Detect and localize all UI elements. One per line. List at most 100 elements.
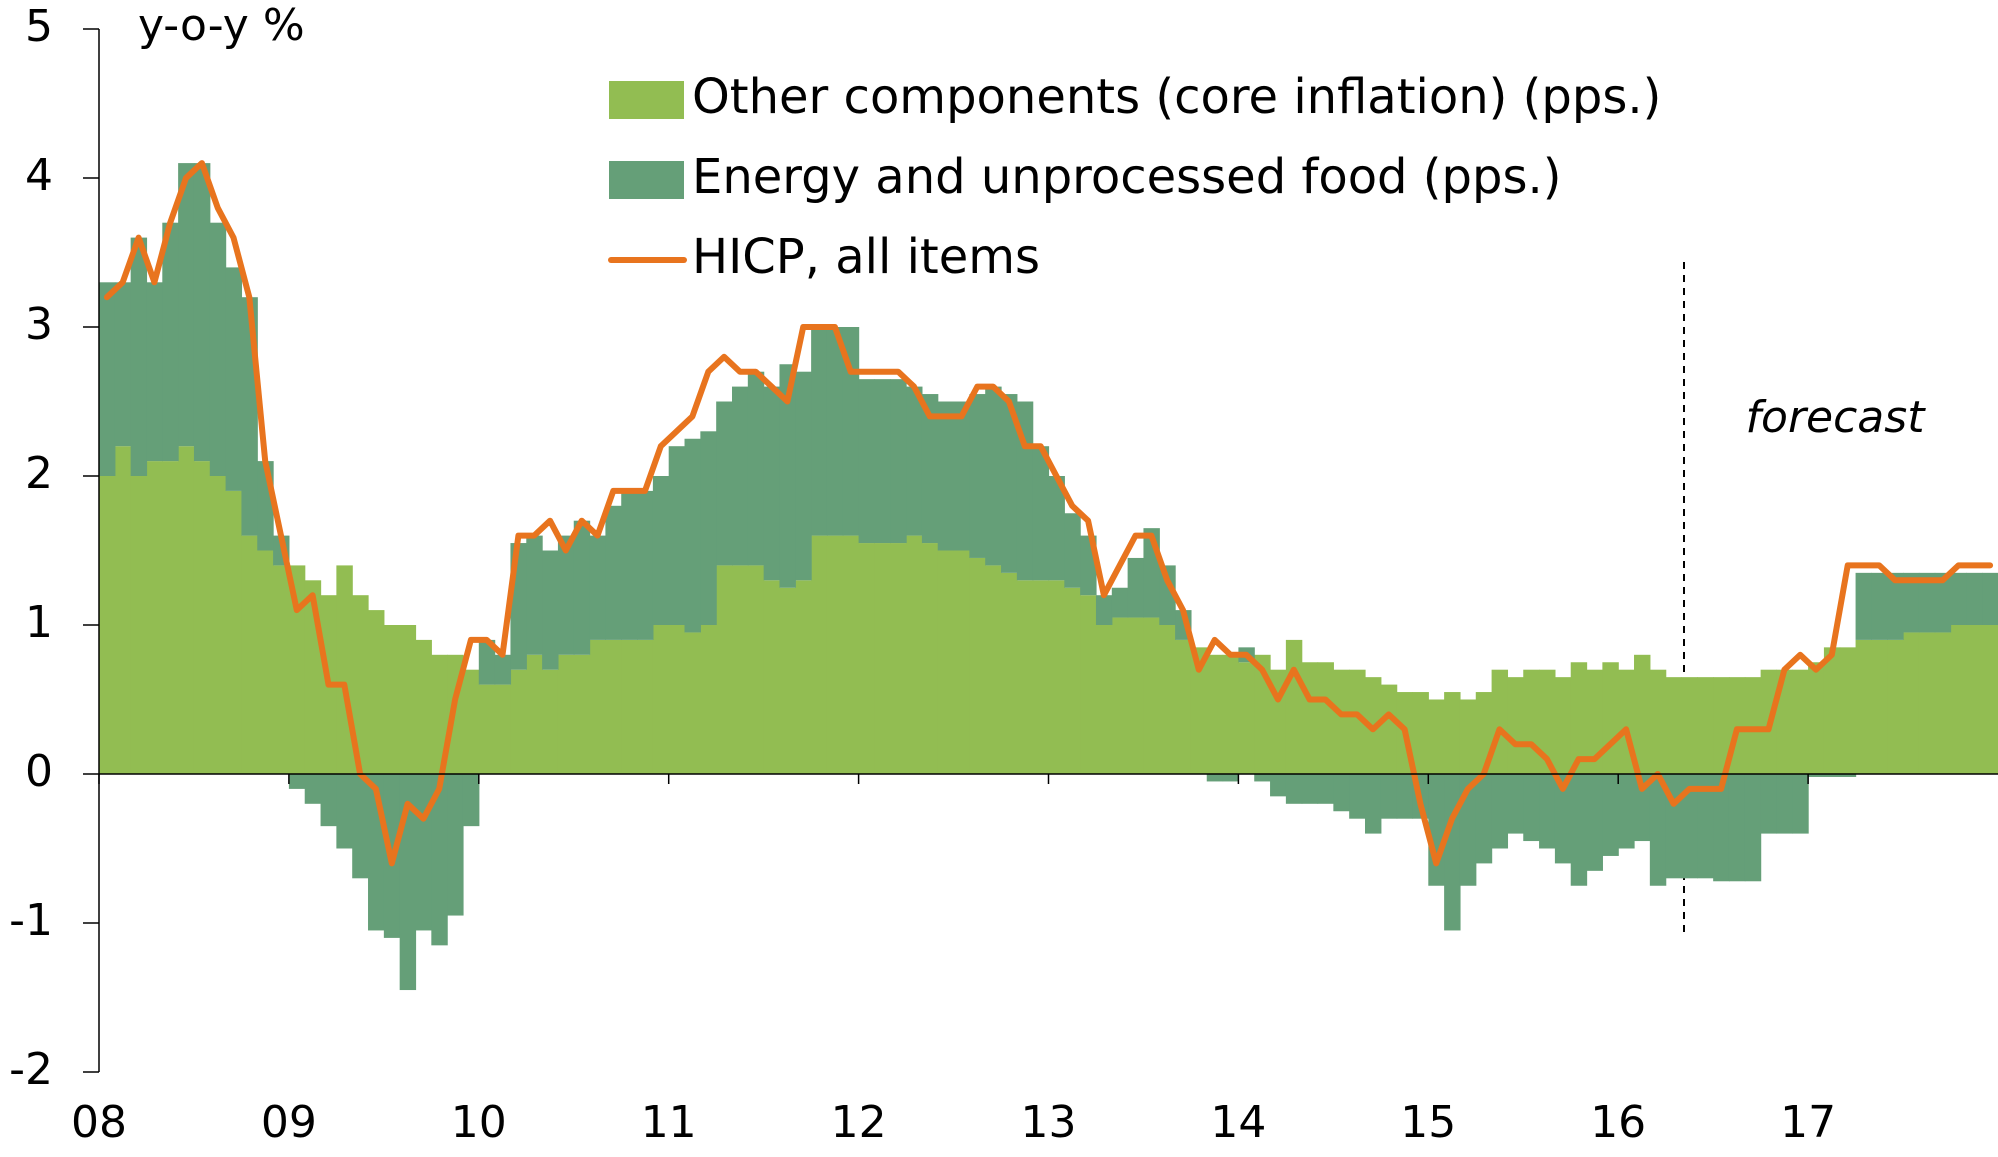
bar [162,222,179,462]
bar [114,282,132,447]
bar [1871,572,1888,640]
bar [921,394,939,544]
x-tick-label: 17 [1780,1097,1836,1148]
bar [937,401,955,551]
bar [1839,774,1857,777]
bar [1444,692,1461,774]
bar [225,267,243,491]
bar [526,535,543,655]
bar [605,639,622,774]
bar [1412,692,1429,774]
bar [241,535,258,774]
bar [1001,394,1018,573]
bar [273,565,290,774]
bar [352,774,369,879]
bar [1396,774,1414,819]
bar [1681,677,1698,774]
bar [1349,669,1366,774]
bars [99,163,1998,991]
bar [1823,774,1841,777]
y-tick-label: 1 [25,597,53,648]
bar [826,327,844,536]
bar [99,282,116,476]
bar [304,774,322,804]
bar [1792,774,1809,834]
legend-label: Other components (core inflation) (pps.) [692,69,1661,125]
bar [1285,774,1303,804]
bar [937,550,955,774]
bar [1127,617,1145,774]
bar [1222,774,1239,782]
bar [1776,669,1793,774]
bar [573,520,591,655]
bar [842,535,860,774]
bar [1855,572,1872,640]
bar [1554,677,1572,774]
bar [589,639,606,774]
bar [1523,669,1540,774]
bar [336,565,353,774]
bar [447,774,464,916]
bar [716,401,733,566]
bar [1317,774,1334,804]
bar [953,550,970,774]
bar [1254,654,1271,774]
x-tick-label: 13 [1021,1097,1077,1148]
bar [462,669,480,774]
bar [352,595,369,774]
bar [1602,774,1619,856]
line [103,160,1994,867]
bar [1649,669,1667,774]
bar [478,639,496,685]
bar [383,625,401,774]
bar [1285,639,1303,774]
bar [368,610,385,774]
bar [225,490,243,774]
bar [1713,774,1730,882]
bar [1222,654,1239,774]
bar [1270,774,1287,797]
legend-swatch [609,81,684,119]
bar [795,371,812,581]
y-tick-label: 3 [25,299,53,350]
bar [1618,774,1635,849]
bar [288,565,306,774]
bar [747,565,765,774]
bar [1823,647,1841,774]
bar [1602,662,1619,774]
bar [1744,677,1762,774]
bar [1839,647,1857,774]
bar [1507,677,1524,774]
bar [1301,774,1319,804]
bar [1713,677,1730,774]
bar [1697,774,1714,879]
bar [1333,774,1350,812]
bar [178,446,195,774]
bar [494,684,512,774]
bar [542,669,559,774]
bar [1001,572,1018,774]
bar [1918,632,1936,774]
bar [209,222,227,476]
bar [1554,774,1572,864]
bar [589,535,606,640]
bar [1728,774,1746,882]
bar [1760,774,1778,834]
bar [146,461,163,774]
bar [1871,639,1888,774]
bar [1903,632,1920,774]
bar [1032,580,1050,774]
bar [1570,774,1588,886]
bar [1111,587,1129,618]
bar [193,163,211,462]
bar [763,580,781,774]
bar [336,774,353,849]
bar [1064,513,1081,588]
bar [842,327,860,536]
bar [1649,774,1667,886]
bar [288,774,306,789]
bar [557,654,575,774]
bar [320,774,337,827]
bar [985,386,1002,566]
